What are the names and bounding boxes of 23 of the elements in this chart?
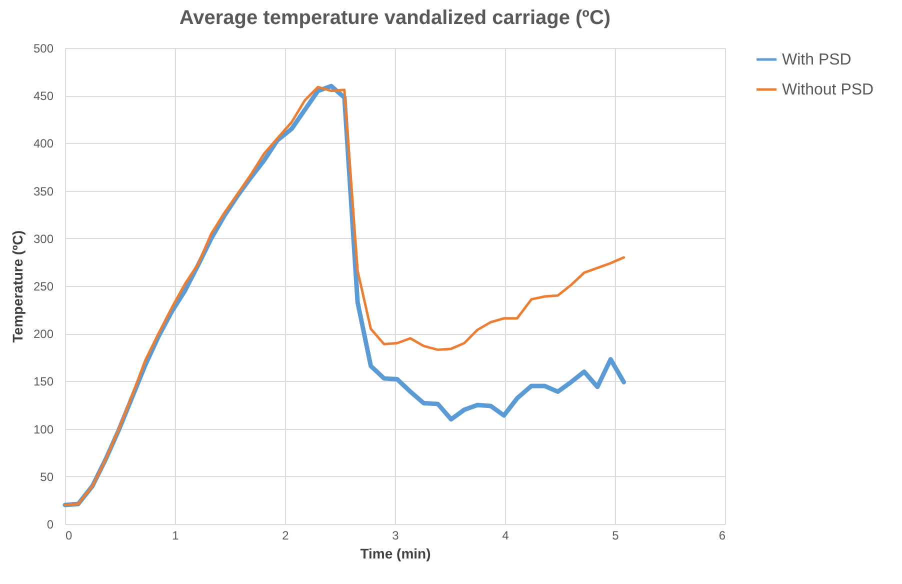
y-tick-label: 200 (33, 327, 54, 342)
y-tick-label: 500 (33, 42, 54, 56)
x-tick-label: 2 (282, 528, 290, 542)
y-axis-title: Temperature (ºC) (9, 230, 26, 343)
y-tick-label: 150 (33, 374, 54, 389)
y-tick-label: 400 (33, 136, 54, 151)
y-tick-label: 450 (33, 89, 54, 104)
chart-title: Average temperature vandalized carriage (ºC) (179, 7, 611, 29)
y-tick-label: 50 (40, 470, 54, 484)
y-tick-label: 300 (33, 232, 54, 246)
y-tick-label: 350 (33, 184, 54, 198)
x-tick-label: 6 (718, 528, 726, 542)
legend-label: Without PSD (782, 82, 874, 98)
legend-label: With PSD (782, 52, 852, 68)
x-tick-label: 0 (66, 528, 72, 542)
y-tick-label: 100 (33, 422, 54, 436)
y-tick-label: 0 (46, 518, 54, 532)
x-tick-label: 1 (172, 528, 180, 542)
y-tick-label: 250 (33, 280, 54, 294)
x-tick-label: 4 (502, 528, 510, 542)
x-axis-title: Time (min) (360, 546, 431, 562)
x-tick-label: 3 (392, 528, 400, 542)
x-tick-label: 5 (612, 528, 620, 542)
